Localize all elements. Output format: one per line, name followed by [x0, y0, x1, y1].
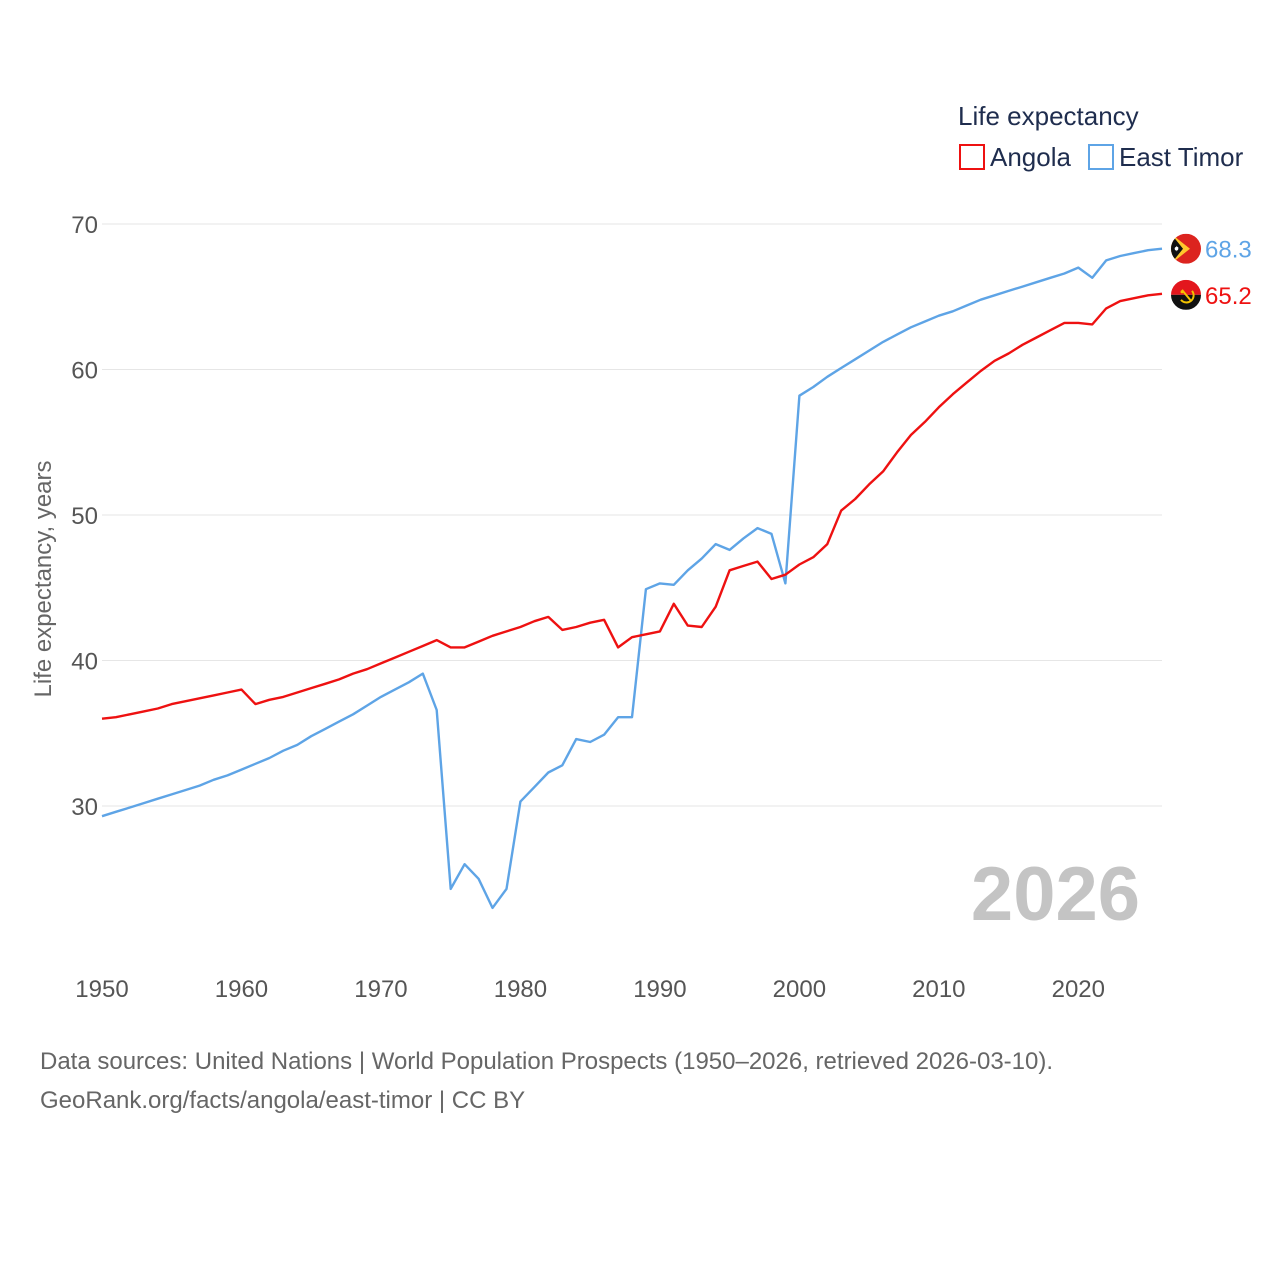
end-label-east-timor: 68.3 — [1205, 237, 1252, 264]
end-label-angola: 65.2 — [1205, 283, 1252, 310]
y-axis-title: Life expectancy, years — [30, 460, 57, 697]
legend-swatch-east-timor[interactable] — [1088, 144, 1114, 170]
end-flags — [1171, 233, 1201, 310]
legend-swatch-angola[interactable] — [959, 144, 985, 170]
y-tick-30: 30 — [71, 794, 98, 821]
x-tick-2010: 2010 — [912, 976, 965, 1003]
x-tick-1990: 1990 — [633, 976, 686, 1003]
y-tick-50: 50 — [71, 503, 98, 530]
legend-label-east-timor[interactable]: East Timor — [1119, 142, 1244, 172]
series-line-east-timor[interactable] — [101, 247, 1163, 910]
gridlines — [102, 223, 1162, 807]
x-tick-1960: 1960 — [215, 976, 268, 1003]
legend: Life expectancy Angola East Timor — [958, 101, 1244, 172]
x-tick-2020: 2020 — [1052, 976, 1105, 1003]
end-labels: 65.2 68.3 — [1205, 237, 1252, 310]
y-tick-60: 60 — [71, 358, 98, 385]
legend-label-angola[interactable]: Angola — [990, 142, 1071, 172]
series-line-angola[interactable] — [101, 292, 1163, 720]
data-source-note: Data sources: United Nations | World Pop… — [40, 1042, 1240, 1120]
y-tick-70: 70 — [71, 212, 98, 239]
year-label: 2026 — [971, 852, 1140, 937]
angola-flag-icon — [1171, 279, 1201, 310]
y-axis-ticks: 30 40 50 60 70 — [71, 212, 98, 821]
series-lines — [101, 247, 1163, 910]
x-tick-1980: 1980 — [494, 976, 547, 1003]
x-tick-2000: 2000 — [773, 976, 826, 1003]
y-tick-40: 40 — [71, 649, 98, 676]
x-axis-ticks: 1950 1960 1970 1980 1990 2000 2010 2020 — [75, 976, 1105, 1003]
attribution-line[interactable]: GeoRank.org/facts/angola/east-timor | CC… — [40, 1087, 526, 1114]
x-tick-1970: 1970 — [354, 976, 407, 1003]
legend-title: Life expectancy — [958, 101, 1139, 131]
source-line: Data sources: United Nations | World Pop… — [40, 1048, 1054, 1075]
life-expectancy-chart: 30 40 50 60 70 1950 1960 1970 1980 1990 2000 2010 2… — [30, 101, 1252, 1003]
east-timor-flag-icon — [1171, 233, 1201, 264]
x-tick-1950: 1950 — [75, 976, 128, 1003]
